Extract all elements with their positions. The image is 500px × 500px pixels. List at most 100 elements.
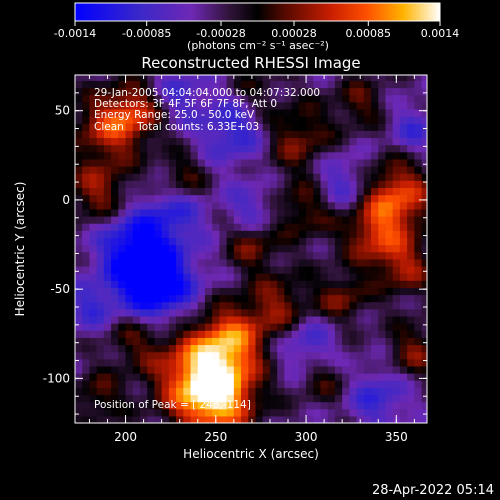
heatmap-cell <box>255 194 264 203</box>
heatmap-cell <box>176 273 184 281</box>
heatmap-cell <box>334 394 343 403</box>
heatmap-cell <box>75 408 83 417</box>
heatmap-cell <box>82 237 91 246</box>
heatmap-cell <box>313 401 322 410</box>
annotation-peak-position: Position of Peak = [ 248,-114] <box>94 399 251 411</box>
heatmap-cell <box>89 337 98 346</box>
heatmap-cell <box>320 344 329 353</box>
heatmap-cell <box>356 258 365 267</box>
heatmap-cell <box>262 330 271 338</box>
heatmap-cell <box>378 244 387 253</box>
heatmap-cell <box>75 358 83 367</box>
heatmap-cell <box>342 408 350 417</box>
heatmap-cell <box>349 137 358 146</box>
heatmap-cell <box>334 108 343 117</box>
heatmap-cell <box>349 401 358 410</box>
heatmap-cell <box>327 273 336 281</box>
heatmap-cell <box>277 365 285 374</box>
heatmap-cell <box>233 101 242 110</box>
heatmap-cell <box>176 144 184 153</box>
heatmap-cell <box>378 137 387 146</box>
heatmap-cell <box>132 265 141 274</box>
heatmap-cell <box>298 223 307 231</box>
heatmap-cell <box>226 166 235 174</box>
heatmap-cell <box>212 208 221 217</box>
heatmap-cell <box>190 280 199 288</box>
heatmap-cell <box>334 308 343 317</box>
heatmap-cell <box>255 358 264 367</box>
heatmap-cell <box>147 75 156 81</box>
heatmap-cell <box>183 351 192 360</box>
heatmap-cell <box>212 330 221 338</box>
heatmap-cell <box>96 137 105 146</box>
heatmap-cell <box>219 137 228 146</box>
heatmap-cell <box>75 230 83 238</box>
heatmap-cell <box>342 358 350 367</box>
heatmap-cell <box>421 180 427 189</box>
heatmap-cell <box>241 215 249 224</box>
heatmap-cell <box>313 408 322 417</box>
heatmap-cell <box>226 287 235 296</box>
heatmap-cell <box>327 358 336 367</box>
heatmap-cell <box>298 365 307 374</box>
heatmap-cell <box>363 358 372 367</box>
heatmap-cell <box>277 323 285 331</box>
heatmap-cell <box>327 101 336 110</box>
heatmap-cell <box>334 116 343 124</box>
heatmap-cell <box>190 415 199 423</box>
heatmap-cell <box>356 387 365 396</box>
heatmap-cell <box>226 173 235 181</box>
heatmap-cell <box>414 373 423 381</box>
heatmap-cell <box>385 408 394 417</box>
heatmap-cell <box>313 215 322 224</box>
heatmap-cell <box>385 75 394 81</box>
heatmap-cell <box>103 130 112 139</box>
heatmap-cell <box>226 415 235 423</box>
heatmap-cell <box>197 230 206 238</box>
heatmap-cell <box>255 237 264 246</box>
heatmap-cell <box>349 294 358 303</box>
heatmap-cell <box>161 116 170 124</box>
heatmap-cell <box>349 358 358 367</box>
heatmap-cell <box>204 265 213 274</box>
heatmap-cell <box>320 408 329 417</box>
heatmap-cell <box>139 108 148 117</box>
heatmap-cell <box>89 108 98 117</box>
heatmap-cell <box>96 344 105 353</box>
heatmap-cell <box>111 144 119 153</box>
heatmap-cell <box>277 394 285 403</box>
heatmap-cell <box>407 230 415 238</box>
heatmap-cell <box>82 415 91 423</box>
heatmap-cell <box>219 208 228 217</box>
heatmap-cell <box>154 265 163 274</box>
heatmap-cell <box>356 358 365 367</box>
heatmap-cell <box>176 315 184 324</box>
heatmap-cell <box>349 130 358 139</box>
heatmap-cell <box>248 151 257 160</box>
heatmap-cell <box>255 294 264 303</box>
heatmap-cell <box>414 358 423 367</box>
heatmap-cell <box>342 294 350 303</box>
heatmap-cell <box>298 244 307 253</box>
heatmap-cell <box>306 337 314 346</box>
heatmap-cell <box>248 251 257 260</box>
heatmap-cell <box>82 158 91 167</box>
heatmap-cell <box>407 215 415 224</box>
heatmap-cell <box>226 187 235 196</box>
heatmap-cell <box>363 215 372 224</box>
heatmap-cell <box>320 244 329 253</box>
heatmap-cell <box>262 373 271 381</box>
heatmap-cell <box>197 365 206 374</box>
heatmap-cell <box>176 215 184 224</box>
heatmap-cell <box>284 337 293 346</box>
heatmap-cell <box>356 237 365 246</box>
heatmap-cell <box>147 408 156 417</box>
heatmap-cell <box>75 344 83 353</box>
heatmap-cell <box>356 80 365 89</box>
heatmap-cell <box>82 358 91 367</box>
heatmap-cell <box>132 130 141 139</box>
heatmap-cell <box>89 244 98 253</box>
heatmap-cell <box>132 108 141 117</box>
heatmap-cell <box>168 144 177 153</box>
heatmap-cell <box>183 180 192 189</box>
